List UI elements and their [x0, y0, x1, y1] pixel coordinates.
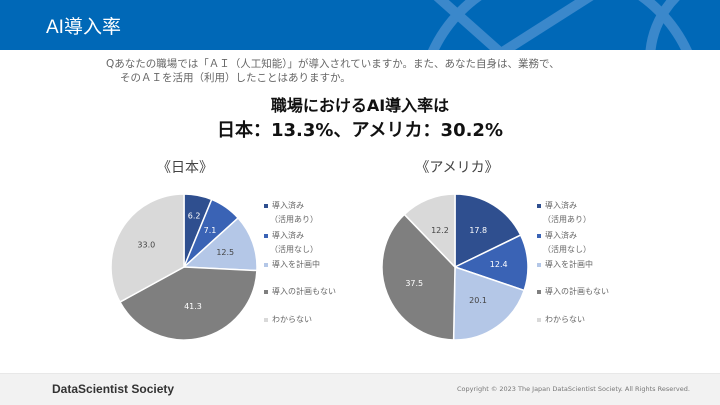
legend-label: 導入済み [272, 201, 304, 210]
data-label: 17.8 [469, 226, 487, 235]
data-label: 7.1 [204, 226, 217, 235]
legend-label: 導入済み [545, 201, 577, 210]
legend-label: わからない [272, 315, 312, 324]
pie-slice [454, 193, 522, 269]
data-label: 12.5 [216, 248, 234, 257]
legend-swatch [537, 262, 541, 267]
legend-swatch [264, 233, 268, 238]
decorative-globe-graphic [428, 0, 692, 50]
legend-swatch [264, 262, 268, 267]
legend-item: 導入済み [537, 230, 577, 241]
legend-item: 導入を計画中 [537, 259, 593, 270]
legend-item: 導入の計画もない [537, 286, 609, 297]
copyright: Copyright © 2023 The Japan DataScientist… [457, 385, 690, 393]
legend-label: わからない [545, 315, 585, 324]
legend-sublabel: （活用なし） [270, 245, 318, 254]
headline-line-1: 職場におけるAI導入率は [270, 96, 450, 115]
legend-item: 導入済み [537, 200, 577, 211]
pie-slice [381, 213, 456, 341]
survey-question: Qあなたの職場では「ＡＩ（人工知能）」が導入されていますか。また、あなた自身は、… [106, 57, 666, 85]
legend-swatch [264, 289, 268, 294]
legend-item: わからない [537, 314, 585, 325]
legend-sublabel: （活用あり） [270, 215, 318, 224]
brand-logo-text: DataScientist Society [52, 382, 175, 396]
legend-swatch [264, 203, 268, 208]
legend-swatch [264, 317, 268, 322]
data-label: 12.4 [490, 260, 508, 269]
pie-slice [118, 266, 258, 341]
pie-slice [110, 193, 185, 304]
data-label: 37.5 [405, 279, 423, 288]
legend-swatch [537, 203, 541, 208]
legend-label: 導入の計画もない [272, 287, 336, 296]
question-line-1: Qあなたの職場では「ＡＩ（人工知能）」が導入されていますか。また、あなた自身は、… [106, 58, 560, 70]
legend-label: 導入済み [545, 231, 577, 240]
data-label: 33.0 [137, 241, 155, 250]
question-line-2: そのＡＩを活用（利用）したことはありますか。 [120, 72, 351, 84]
legend-item: 導入を計画中 [264, 259, 320, 270]
legend-item: 導入済み [264, 200, 304, 211]
header-bar: AI導入率 [0, 0, 720, 50]
footer: DataScientist Society Copyright © 2023 T… [0, 373, 720, 405]
legend-item: 導入済み [264, 230, 304, 241]
chart-title-usa: 《アメリカ》 [415, 160, 499, 176]
legend-swatch [537, 317, 541, 322]
headline-line-2: 日本：13.3%、アメリカ：30.2% [217, 120, 503, 141]
chart-title-japan: 《日本》 [157, 160, 213, 176]
data-label: 41.3 [184, 302, 202, 311]
pie-slice [182, 216, 258, 272]
legend-item: 導入の計画もない [264, 286, 336, 297]
data-label: 12.2 [431, 226, 449, 235]
legend-item: わからない [264, 314, 312, 325]
legend-label: 導入を計画中 [272, 260, 320, 269]
legend-label: 導入を計画中 [545, 260, 593, 269]
legend-swatch [537, 289, 541, 294]
legend-swatch [537, 233, 541, 238]
pie-slice [452, 265, 526, 341]
legend-sublabel: （活用あり） [543, 215, 591, 224]
legend-sublabel: （活用なし） [543, 245, 591, 254]
page-title: AI導入率 [46, 17, 121, 38]
data-label: 6.2 [188, 211, 201, 220]
legend-label: 導入済み [272, 231, 304, 240]
pie-slice [403, 193, 456, 269]
data-label: 20.1 [469, 296, 487, 305]
legend-label: 導入の計画もない [545, 287, 609, 296]
